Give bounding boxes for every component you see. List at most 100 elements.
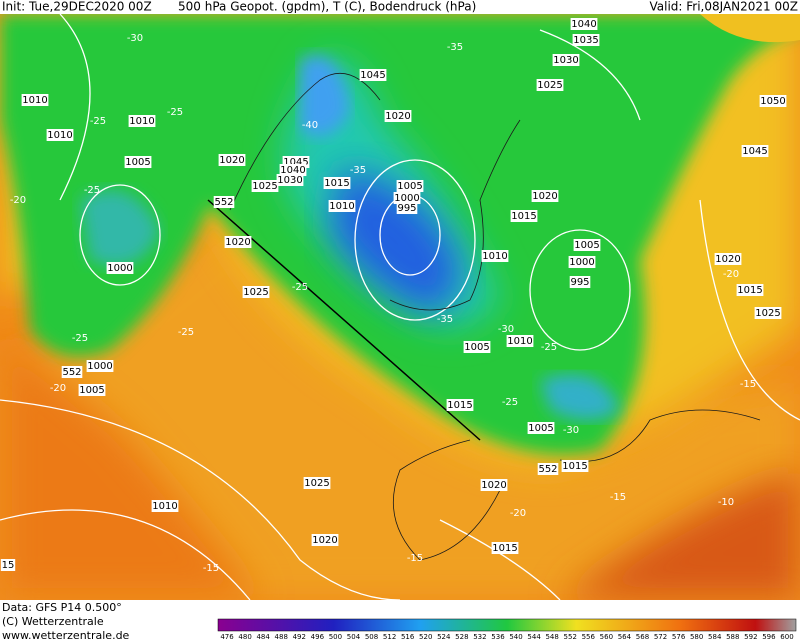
init-text: Init: Tue,29DEC2020 00Z (2, 0, 152, 14)
label-box (393, 192, 421, 204)
isobar-label: 1010 (47, 130, 72, 141)
isotherm-label: -25 (90, 116, 106, 127)
isobar-label: 1020 (219, 155, 244, 166)
label-box (276, 174, 304, 186)
label-box (741, 145, 769, 157)
isobar-label: 1020 (481, 480, 506, 491)
colorbar-strip (217, 618, 797, 632)
colorbar-label: 480 (238, 633, 251, 641)
isobar-label: 1020 (312, 535, 337, 546)
label-box (481, 250, 509, 262)
label-box (251, 180, 279, 192)
colorbar-label: 572 (654, 633, 667, 641)
label-box (754, 307, 782, 319)
colorbar-label: 560 (600, 633, 613, 641)
label-box (151, 500, 179, 512)
isobar-label: 1020 (532, 191, 557, 202)
label-box (573, 239, 601, 251)
colorbar-label: 600 (780, 633, 793, 641)
isobar-label: 1010 (329, 201, 354, 212)
isotherm-label: -30 (498, 324, 514, 335)
isotherm-label: -25 (72, 333, 88, 344)
isobar-label: 1005 (79, 385, 104, 396)
colorbar-label: 492 (293, 633, 306, 641)
label-box (86, 360, 114, 372)
map-title: 500 hPa Geopot. (gpdm), T (C), Bodendruc… (178, 0, 476, 14)
label-box (568, 256, 596, 268)
copyright: (C) Wetterzentrale (2, 615, 104, 628)
isotherm-label: -25 (502, 397, 518, 408)
label-box (61, 366, 83, 378)
label-box (736, 284, 764, 296)
colorbar-label: 516 (401, 633, 415, 641)
field (0, 14, 800, 600)
isobar-label: 1020 (385, 111, 410, 122)
isobar-label: 1005 (528, 423, 553, 434)
isobar-label: 1000 (569, 257, 594, 268)
label-box (21, 94, 49, 106)
label-box (537, 463, 559, 475)
isotherm-label: -20 (10, 195, 26, 206)
isobar-label: 1025 (537, 80, 562, 91)
colorbar-label: 576 (672, 633, 686, 641)
isobar-label: 1000 (87, 361, 112, 372)
label-box (46, 129, 74, 141)
label-box (242, 286, 270, 298)
label-box (359, 69, 387, 81)
isotherm-label: -30 (563, 425, 579, 436)
isobar-label: 1005 (464, 342, 489, 353)
label-box (536, 79, 564, 91)
label-box (759, 95, 787, 107)
data-source: Data: GFS P14 0.500° (2, 601, 122, 614)
isobar-label: 1020 (715, 254, 740, 265)
isobar-label: 1035 (573, 35, 598, 46)
isobar-label: 1005 (397, 181, 422, 192)
label-box (552, 54, 580, 66)
isotherm-label: -20 (50, 383, 66, 394)
website: www.wetterzentrale.de (2, 629, 130, 642)
label-box (78, 384, 106, 396)
isobar-label: 1045 (742, 146, 767, 157)
isobar-label: 1015 (492, 543, 517, 554)
colorbar-label: 532 (473, 633, 486, 641)
isobar-label: 552 (214, 197, 233, 208)
isobar-label: 15 (2, 560, 15, 571)
isobar-label: 552 (538, 464, 557, 475)
colorbar-label: 564 (618, 633, 632, 641)
colorbar-label: 584 (708, 633, 722, 641)
isobar-label: 1015 (737, 285, 762, 296)
label-box (531, 190, 559, 202)
isotherm-label: -25 (292, 282, 308, 293)
label-box (491, 542, 519, 554)
contour-552 (207, 199, 481, 441)
isotherm-label: -20 (510, 508, 526, 519)
label-box (279, 164, 307, 176)
isobar-label: 1010 (129, 116, 154, 127)
isobar-label: 1025 (243, 287, 268, 298)
isotherm-label: -15 (407, 553, 423, 564)
isotherm-label: -35 (350, 165, 366, 176)
colorbar-label: 484 (256, 633, 270, 641)
colorbar-label: 592 (744, 633, 757, 641)
isobar-label: 1045 (283, 157, 308, 168)
isotherm-label: -25 (84, 185, 100, 196)
isobar-label: 1040 (571, 19, 596, 30)
colorbar-label: 528 (455, 633, 468, 641)
label-box (570, 18, 598, 30)
label-box (714, 253, 742, 265)
colorbar-label: 476 (220, 633, 234, 641)
isobar-label: 1010 (507, 336, 532, 347)
isobar-label: 1015 (511, 211, 536, 222)
label-box (303, 477, 331, 489)
isobar-label: 1020 (225, 237, 250, 248)
valid-text: Valid: Fri,08JAN2021 00Z (649, 0, 798, 14)
label-box (224, 236, 252, 248)
isotherm-label: -15 (740, 379, 756, 390)
isotherm-label: -40 (302, 120, 318, 131)
colorbar-label: 536 (491, 633, 505, 641)
isobar-label: 1015 (562, 461, 587, 472)
label-box (106, 262, 134, 274)
label-box (124, 156, 152, 168)
isotherm-label: -20 (723, 269, 739, 280)
label-box (396, 180, 424, 192)
